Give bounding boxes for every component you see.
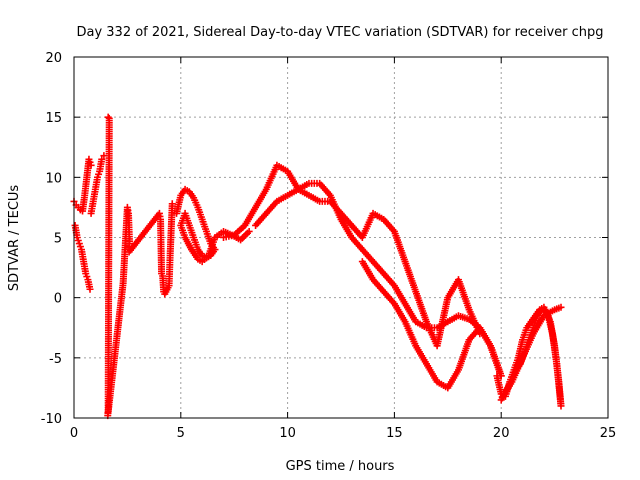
- data-point: [98, 155, 106, 163]
- y-tick-label: 20: [45, 51, 62, 66]
- data-point: [86, 285, 94, 293]
- y-axis-label: SDTVAR / TECUs: [7, 185, 22, 292]
- grid-lines: [74, 57, 608, 418]
- y-tick-label: 10: [45, 171, 62, 186]
- y-tick-label: -5: [49, 352, 62, 367]
- x-axis-label: GPS time / hours: [286, 459, 395, 474]
- series-main-lower: [358, 258, 505, 392]
- x-tick-label: 20: [493, 426, 510, 441]
- series-trace-a: [70, 155, 95, 215]
- data-point: [557, 303, 565, 311]
- x-tick-label: 15: [386, 426, 403, 441]
- data-point: [168, 200, 176, 208]
- series-isolated: [104, 113, 176, 420]
- y-tick-label: 5: [54, 232, 62, 247]
- series-trace-c: [87, 152, 108, 217]
- y-tick-label: 15: [45, 111, 62, 126]
- y-tick-label: 0: [54, 292, 62, 307]
- x-tick-label: 0: [70, 426, 78, 441]
- x-tick-label: 5: [177, 426, 185, 441]
- series-loop-5to8: [173, 185, 253, 266]
- x-tick-label: 25: [600, 426, 617, 441]
- series-main-middle: [252, 179, 505, 380]
- tick-labels: 0 5 10 15 20 25 -10 -5 0 5 10 15 20: [41, 51, 617, 441]
- data-point: [87, 161, 95, 169]
- data-points: [70, 113, 565, 420]
- data-point: [245, 227, 253, 235]
- x-tick-label: 10: [279, 426, 296, 441]
- series-trace-b: [71, 221, 94, 293]
- plot-frame: [73, 56, 609, 419]
- y-tick-label: -10: [41, 412, 62, 427]
- chart-title: Day 332 of 2021, Sidereal Day-to-day VTE…: [76, 25, 603, 40]
- series-end-loops: [493, 303, 565, 410]
- data-point: [104, 113, 112, 121]
